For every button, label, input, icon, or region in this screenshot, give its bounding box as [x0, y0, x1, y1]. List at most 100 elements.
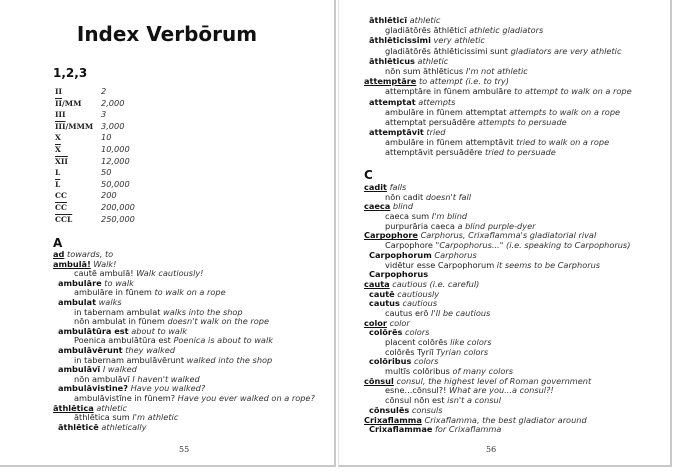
roman-overlined: CCL [55, 214, 73, 224]
translation: to walk on a rope [154, 287, 226, 298]
example-line: attemptat persuādēre attempts to persuad… [364, 117, 632, 127]
latin-phrase: gladiātōrēs āthlēticissimi sunt [385, 45, 508, 56]
numeral-value: 10,000 [101, 143, 130, 154]
translation: doesn't fall [425, 191, 472, 202]
translation: Poenica is about to walk [173, 335, 273, 346]
headword-entry: ad towards, to [53, 249, 315, 260]
headword: āthlēticus [369, 55, 415, 66]
page-56: āthlēticī athletic gladiātōrēs āthlēticī … [338, 0, 672, 467]
roman-plain: CC [55, 191, 67, 201]
example-line: cōnsul nōn est isn't a consul [364, 395, 630, 406]
numeral-value: 10 [101, 132, 112, 143]
headword: āthlēticē [58, 421, 99, 432]
latin-phrase: in tabernam ambulāvērunt [74, 354, 185, 365]
section-heading-a: A [53, 236, 63, 250]
latin-phrase: ambulāvistīne in fūnem? [74, 392, 176, 403]
numeral-row: CC 200,000 [55, 202, 135, 214]
latin-phrase: cōnsul nōn est [385, 395, 445, 406]
translation: attempts [418, 96, 456, 107]
subentry: ambulāvī I walked [53, 364, 315, 375]
numeral-row: L 50 [55, 167, 135, 179]
latin-phrase: āthlētica sum [74, 412, 130, 423]
numeral-row: II/MM 2,000 [55, 98, 135, 110]
numeral-value: 250,000 [101, 213, 135, 224]
translation: Have you walked? [130, 383, 206, 394]
translation: like colors [450, 337, 492, 347]
roman-plain: III [55, 110, 66, 120]
roman-overlined: II [55, 98, 63, 108]
latin-phrase: nōn cadit [385, 191, 424, 202]
numeral-value: 50 [101, 167, 112, 178]
subentry: attemptat attempts [364, 97, 632, 107]
headword: cōnsul [364, 375, 394, 386]
example-line: colōrēs Tyriī Tyrian colors [364, 347, 630, 358]
subentry: ambulāre to walk [53, 277, 315, 289]
translation: Carphorus [434, 249, 477, 260]
latin-phrase: purpurāria caeca [385, 220, 455, 231]
latin-phrase: nōn sum āthlēticus [385, 65, 464, 76]
example-line: nōn cadit doesn't fall [364, 191, 630, 203]
translation: to attempt to walk on a rope [514, 86, 632, 97]
numeral-value: 3,000 [101, 120, 125, 131]
subentry: cōnsulēs consuls [364, 404, 630, 416]
subentry: cautus cautious [364, 298, 630, 309]
numeral-row: III 3 [55, 109, 135, 121]
subentry: ambulātūra est about to walk [53, 325, 315, 337]
roman-overlined: X [55, 144, 61, 154]
roman-plain: X [55, 133, 61, 143]
translation: of many colors [452, 366, 514, 377]
headword-entry: Crixaflamma Crixaflamma, the best gladia… [364, 415, 630, 426]
translation: Walk cautiously! [136, 268, 204, 279]
latin-phrase: placent colōrēs [385, 337, 448, 347]
headword-entry: cadit falls [364, 182, 630, 193]
example-line: nōn ambulat in fūnem doesn't walk on the… [53, 316, 315, 327]
roman-numeral: L [55, 179, 101, 191]
page-number: 56 [486, 445, 497, 454]
headword: ambulāvistine? [58, 383, 128, 394]
roman-plain: /MMM [65, 121, 94, 131]
example-line: nōn sum āthlēticus I'm not athletic [364, 66, 632, 76]
translation: consuls [411, 404, 443, 415]
translation: falls [389, 182, 407, 192]
translation: tried [426, 127, 446, 138]
latin-phrase: ambulāre in fūnem attemptat [385, 106, 507, 117]
translation: athletic gladiators [469, 25, 544, 36]
entries-c: cadit falls nōn cadit doesn't fall caeca b… [364, 182, 630, 435]
roman-overlined: III [55, 121, 66, 131]
headword: attemptat [369, 96, 416, 107]
numeral-row: CC 200 [55, 190, 135, 202]
headword-entry: attemptāre to attempt (i.e. to try) [364, 76, 632, 86]
headword-entry: cauta cautious (i.e. careful) [364, 278, 630, 290]
numeral-row: X 10 [55, 132, 135, 144]
headword: cautē [369, 288, 395, 299]
headword-entry: Carpophore Carphorus, Crixaflamma's glad… [364, 231, 630, 241]
numeral-value: 3 [101, 109, 107, 120]
translation: to walk [104, 277, 134, 288]
subentry: cautē cautiously [364, 288, 630, 300]
subentry: attemptāvit tried [364, 127, 632, 137]
latin-phrase: ambulāre in fūnem attemptāvit [385, 137, 514, 148]
example-line: multīs colōribus of many colors [364, 366, 630, 377]
subentry: Crixaflammae for Crixaflamma [364, 424, 630, 435]
translation: I'm blind [431, 211, 468, 222]
latin-phrase: attemptāre in fūnem ambulāre [385, 86, 512, 97]
example-line: caeca sum I'm blind [364, 211, 630, 222]
roman-numeral: X [55, 144, 101, 156]
numeral-value: 50,000 [101, 178, 130, 189]
example-line: in tabernam ambulat walks into the shop [53, 307, 315, 318]
roman-numeral: II [55, 86, 101, 98]
translation: walked into the shop [186, 354, 273, 365]
roman-numeral: III/MMM [55, 121, 101, 133]
headword-entry: cōnsul consul, the highest level of Roma… [364, 375, 630, 387]
page-number: 55 [179, 445, 190, 454]
latin-phrase: vidētur esse Carpophorum [385, 259, 495, 270]
translation: athletic [96, 402, 128, 413]
headword: cauta [364, 278, 390, 289]
numeral-value: 2,000 [101, 97, 125, 108]
example-line: ambulāre in fūnem attemptāvit tried to w… [364, 137, 632, 147]
numeral-value: 2 [101, 86, 107, 96]
example-line: in tabernam ambulāvērunt walked into the… [53, 354, 315, 366]
headword: cadit [364, 182, 387, 192]
example-line: ambulāre in fūnem to walk on a rope [53, 288, 315, 298]
headword: ambulātūra est [58, 325, 129, 336]
